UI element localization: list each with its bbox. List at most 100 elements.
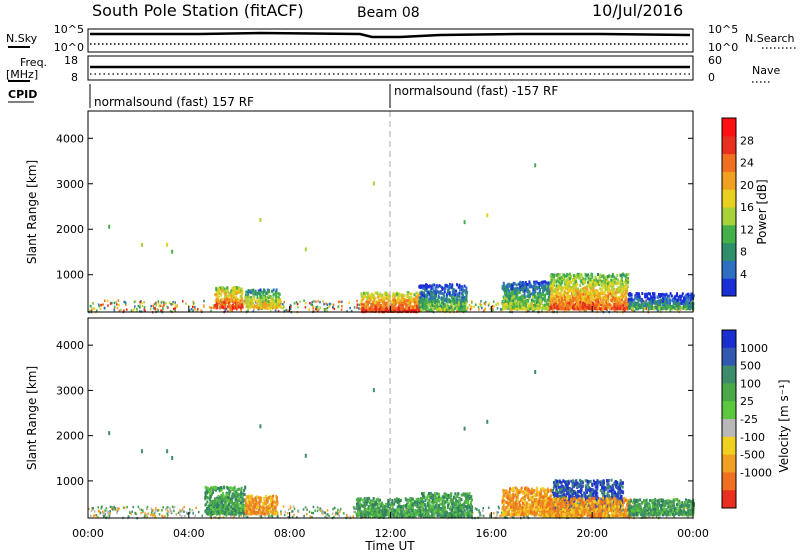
power-echo — [365, 302, 368, 306]
power-echo — [429, 303, 432, 307]
power-echo — [241, 289, 244, 293]
power-echo — [218, 289, 221, 293]
power-echo — [592, 304, 595, 308]
power-echo — [203, 299, 205, 303]
power-echo — [549, 281, 552, 285]
power-echo — [219, 306, 222, 310]
velocity-echo — [102, 512, 104, 516]
power-echo — [688, 296, 691, 300]
power-echo — [396, 292, 399, 296]
power-echo — [415, 291, 418, 295]
power-echo — [601, 287, 604, 291]
nsky-panel — [87, 28, 694, 53]
power-echo — [602, 303, 605, 307]
power-echo — [689, 298, 692, 302]
power-echo — [579, 291, 582, 295]
velocity-echo — [362, 515, 365, 519]
power-echo — [679, 308, 682, 311]
power-echo — [599, 307, 602, 311]
power-echo — [502, 284, 505, 288]
power-echo — [214, 305, 217, 309]
velocity-echo — [233, 485, 236, 489]
power-echo — [263, 301, 266, 305]
power-echo — [126, 308, 128, 311]
power-echo — [437, 305, 440, 309]
power-echo — [226, 301, 229, 305]
power-echo — [629, 293, 632, 297]
power-echo — [383, 309, 386, 313]
power-echo — [266, 301, 269, 305]
power-echo — [460, 288, 463, 292]
power-echo — [485, 301, 487, 304]
power-echo — [652, 299, 654, 303]
power-echo — [260, 305, 263, 309]
power-echo — [605, 280, 608, 284]
power-echo — [508, 300, 511, 304]
power-echo — [619, 287, 622, 291]
power-echo — [620, 291, 623, 295]
power-echo — [614, 297, 617, 301]
power-echo — [231, 286, 234, 290]
power-echo — [229, 292, 232, 296]
power-echo — [613, 294, 616, 298]
power-echo — [406, 299, 409, 303]
power-echo — [484, 303, 486, 306]
power-echo — [134, 305, 136, 308]
power-echo — [567, 297, 570, 301]
power-echo — [439, 307, 442, 311]
power-echo — [683, 296, 686, 300]
power-echo — [162, 307, 164, 310]
velocity-echo — [161, 514, 163, 517]
power-echo — [235, 305, 238, 309]
power-echo — [638, 303, 641, 307]
power-echo — [574, 293, 577, 296]
power-echo — [598, 291, 601, 295]
power-echo — [552, 303, 555, 307]
power-echo — [521, 300, 524, 303]
power-echo — [413, 300, 416, 304]
power-echo — [99, 307, 102, 310]
power-echo — [622, 286, 625, 290]
power-echo — [230, 304, 232, 308]
power-echo — [546, 298, 549, 302]
power-echo — [296, 302, 299, 306]
velocity-echo — [162, 515, 164, 518]
power-echo — [668, 298, 671, 302]
power-echo — [275, 302, 278, 306]
power-echo — [554, 273, 557, 277]
power-echo — [536, 287, 539, 291]
power-echo — [507, 289, 510, 293]
power-echo — [613, 307, 616, 311]
power-echo — [533, 293, 536, 296]
power-echo — [603, 290, 606, 294]
power-echo — [506, 307, 508, 310]
power-echo — [464, 289, 467, 293]
power-echo — [488, 302, 491, 305]
power-echo — [308, 308, 310, 311]
power-echo — [593, 298, 596, 302]
power-echo — [139, 304, 141, 307]
velocity-echo — [132, 505, 135, 509]
power-echo — [684, 298, 687, 302]
power-echo — [575, 273, 578, 277]
power-echo — [480, 300, 482, 303]
velocity-echo — [233, 516, 235, 519]
power-echo — [107, 304, 109, 307]
power-echo — [679, 294, 681, 298]
power-echo — [425, 300, 428, 304]
velocity-echo — [302, 508, 305, 511]
power-echo — [589, 290, 592, 294]
power-echo — [513, 295, 516, 299]
power-echo — [260, 298, 263, 302]
power-echo — [591, 292, 594, 296]
power-echo — [685, 295, 688, 299]
power-echo — [216, 306, 219, 310]
power-echo — [253, 291, 256, 295]
velocity-echo — [289, 505, 292, 508]
power-echo — [221, 286, 224, 290]
power-echo — [395, 299, 398, 303]
power-echo — [227, 309, 229, 313]
power-echo — [412, 297, 415, 301]
velocity-echo — [238, 514, 240, 518]
power-echo — [683, 305, 685, 309]
